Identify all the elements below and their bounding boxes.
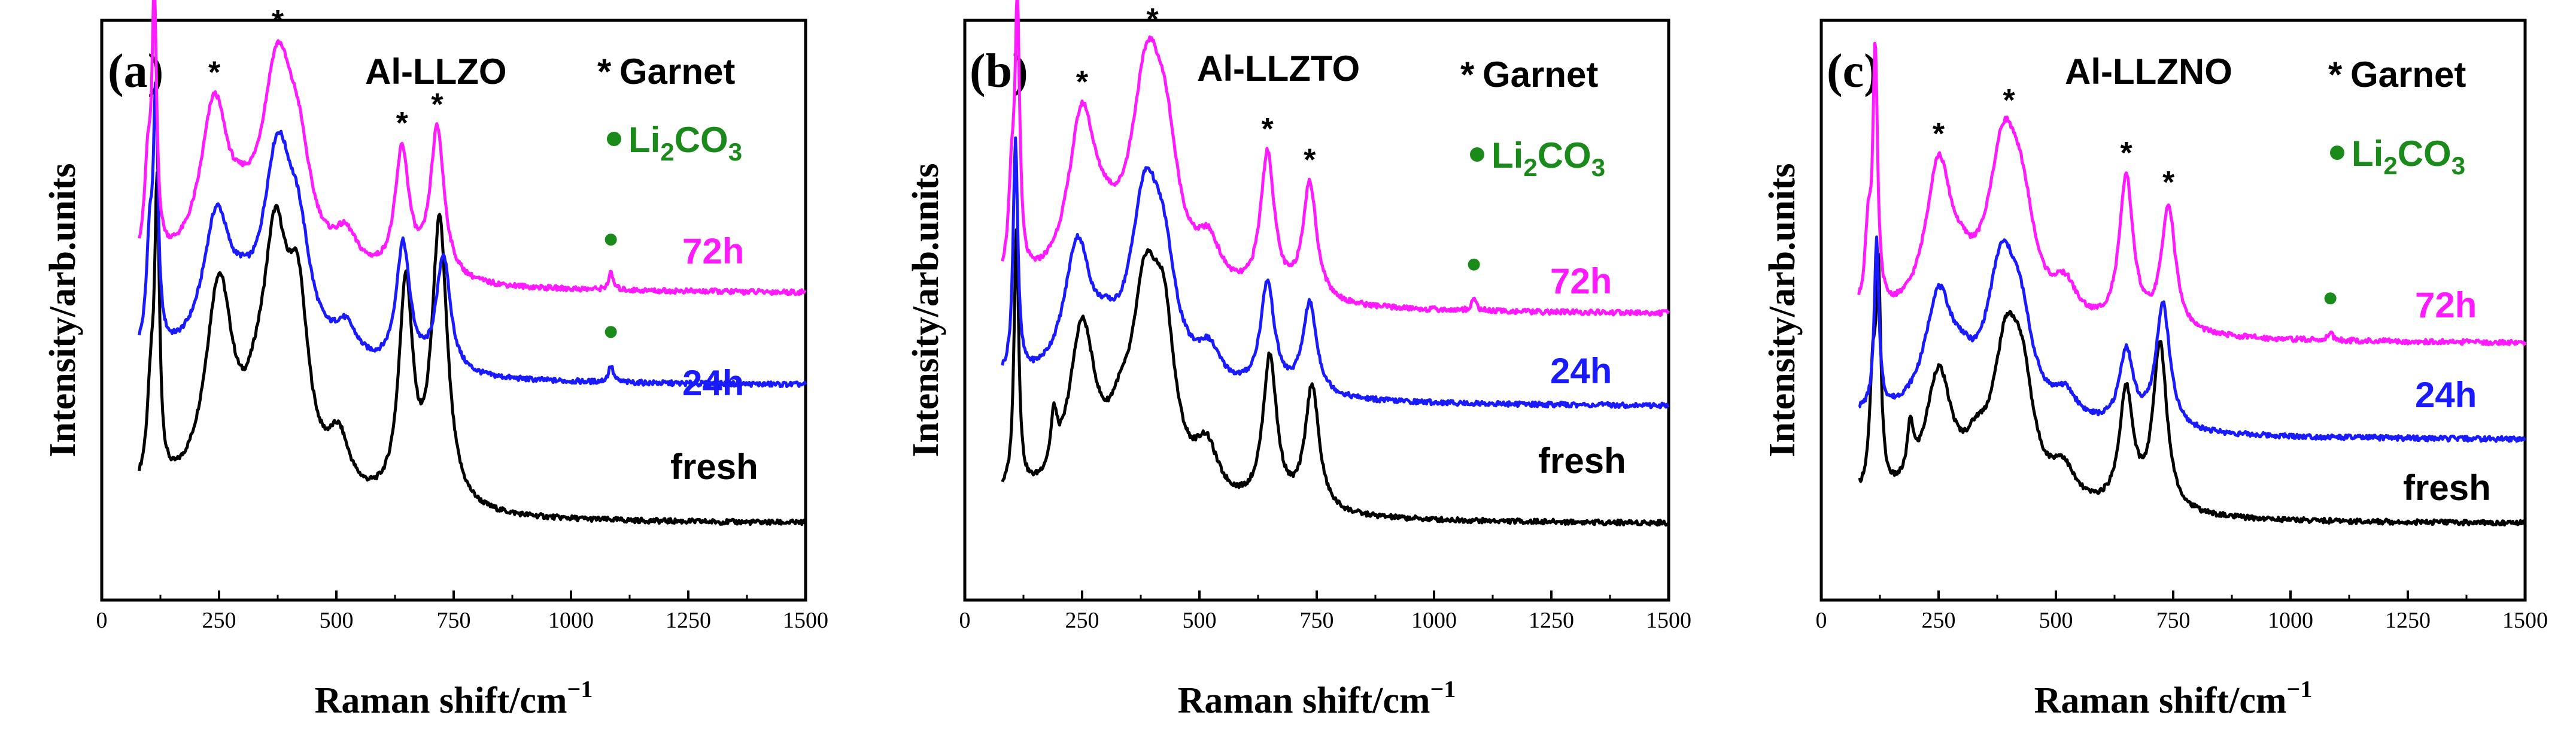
garnet-star: * <box>1262 112 1274 147</box>
x-tick-label: 1250 <box>666 608 711 633</box>
label-72h: 72h <box>2415 285 2477 325</box>
x-tick-label: 0 <box>1816 608 1827 633</box>
legend-garnet-label: Garnet <box>619 52 735 92</box>
label-72h: 72h <box>682 231 744 271</box>
x-tick-label: 750 <box>437 608 471 633</box>
panel-b: (b) Al-LLZTO * Garnet Li2CO3 72h 24h fre… <box>906 0 1691 721</box>
garnet-star: * <box>431 87 443 122</box>
spectrum-72h <box>138 0 807 296</box>
legend-garnet-symbol: * <box>2328 54 2343 95</box>
peak-markers: * * * * <box>1076 2 1480 271</box>
x-axis-title: Raman shift/cm−1 <box>1178 676 1456 721</box>
legend-li2co3-label: Li2CO3 <box>628 120 742 166</box>
spectrum-fresh <box>1001 228 1670 527</box>
x-tick-label: 500 <box>320 608 354 633</box>
legend-li2co3-dot <box>607 132 621 146</box>
garnet-star: * <box>396 106 409 141</box>
spectrum-72h <box>1001 0 1670 317</box>
x-tick-label: 250 <box>1922 608 1956 633</box>
peak-markers: * * * * <box>208 4 617 338</box>
spectra <box>1857 41 2527 527</box>
x-tick-label: 750 <box>1300 608 1334 633</box>
garnet-star: * <box>1304 143 1316 178</box>
li2co3-marker <box>1468 258 1480 271</box>
li2co3-marker <box>604 326 617 338</box>
x-tick-label: 500 <box>2039 608 2073 633</box>
x-tick-label: 1500 <box>1646 608 1691 633</box>
x-tick-label: 0 <box>96 608 108 633</box>
label-72h: 72h <box>1550 261 1612 301</box>
panel-a: (a) Al-LLZO * Garnet Li2CO3 72h 24h fres… <box>42 0 828 721</box>
spectrum-72h <box>1857 41 2527 347</box>
peak-markers: * * * * <box>1933 83 2337 305</box>
x-tick-label: 0 <box>959 608 971 633</box>
spectrum-fresh <box>1858 252 2526 527</box>
spectrum-24h <box>138 81 807 389</box>
legend: * Garnet Li2CO3 <box>597 52 742 166</box>
legend-garnet-label: Garnet <box>1483 54 1598 95</box>
label-24h: 24h <box>1550 351 1612 391</box>
sample-label: Al-LLZO <box>365 52 507 92</box>
plot-frame <box>100 19 807 602</box>
x-ticks: 0 250 500 750 1000 1250 1500 <box>1816 590 2548 633</box>
garnet-star: * <box>1933 117 1945 152</box>
legend-li2co3-label: Li2CO3 <box>1491 135 1605 181</box>
x-ticks: 0 250 500 750 1000 1250 1500 <box>959 590 1691 633</box>
legend-garnet-symbol: * <box>597 52 612 92</box>
x-axis-title: Raman shift/cm−1 <box>2034 676 2313 721</box>
x-tick-label: 1500 <box>2502 608 2548 633</box>
label-fresh: fresh <box>2403 468 2491 508</box>
panel-label: (c) <box>1827 45 1880 98</box>
li2co3-marker <box>2324 292 2337 305</box>
x-tick-label: 250 <box>1065 608 1099 633</box>
sample-label: Al-LLZTO <box>1197 49 1360 89</box>
spectrum-24h <box>1001 136 1670 410</box>
sample-label: Al-LLZNO <box>2065 52 2232 92</box>
legend-li2co3-dot <box>2330 146 2344 160</box>
garnet-star: * <box>2003 83 2015 118</box>
garnet-star: * <box>1076 65 1089 100</box>
garnet-star: * <box>208 56 221 90</box>
legend-li2co3-label: Li2CO3 <box>2352 134 2465 180</box>
label-fresh: fresh <box>670 447 758 487</box>
x-axis-title: Raman shift/cm−1 <box>315 676 593 721</box>
x-tick-label: 1500 <box>783 608 828 633</box>
garnet-star: * <box>2120 136 2133 171</box>
garnet-star: * <box>272 4 284 39</box>
x-tick-label: 1000 <box>548 608 594 633</box>
panel-c: (c) Al-LLZNO * Garnet Li2CO3 72h 24h fre… <box>1762 19 2548 721</box>
x-tick-label: 1250 <box>2385 608 2431 633</box>
legend: * Garnet Li2CO3 <box>1460 54 1605 181</box>
legend-li2co3-dot <box>1470 147 1484 162</box>
spectra <box>138 0 807 526</box>
label-24h: 24h <box>2415 375 2477 415</box>
li2co3-marker <box>604 234 617 246</box>
x-tick-label: 250 <box>202 608 236 633</box>
spectra <box>1001 0 1670 527</box>
spectrum-24h <box>1858 235 2526 443</box>
spectrum-fresh <box>138 171 807 526</box>
legend-garnet-label: Garnet <box>2350 54 2466 95</box>
x-tick-label: 1250 <box>1529 608 1574 633</box>
garnet-star: * <box>1146 2 1159 37</box>
label-fresh: fresh <box>1538 441 1626 481</box>
y-axis-title: Intensity/arb.units <box>42 163 83 458</box>
x-tick-label: 1000 <box>2268 608 2313 633</box>
y-axis-title: Intensity/arb.units <box>1762 163 1803 458</box>
x-ticks: 0 250 500 750 1000 1250 1500 <box>96 590 828 633</box>
garnet-star: * <box>2162 165 2175 200</box>
y-axis-title: Intensity/arb.units <box>906 163 946 458</box>
legend-garnet-symbol: * <box>1460 54 1475 95</box>
x-tick-label: 1000 <box>1411 608 1457 633</box>
x-tick-label: 750 <box>2156 608 2191 633</box>
x-tick-label: 500 <box>1183 608 1217 633</box>
legend: * Garnet Li2CO3 <box>2328 54 2466 180</box>
